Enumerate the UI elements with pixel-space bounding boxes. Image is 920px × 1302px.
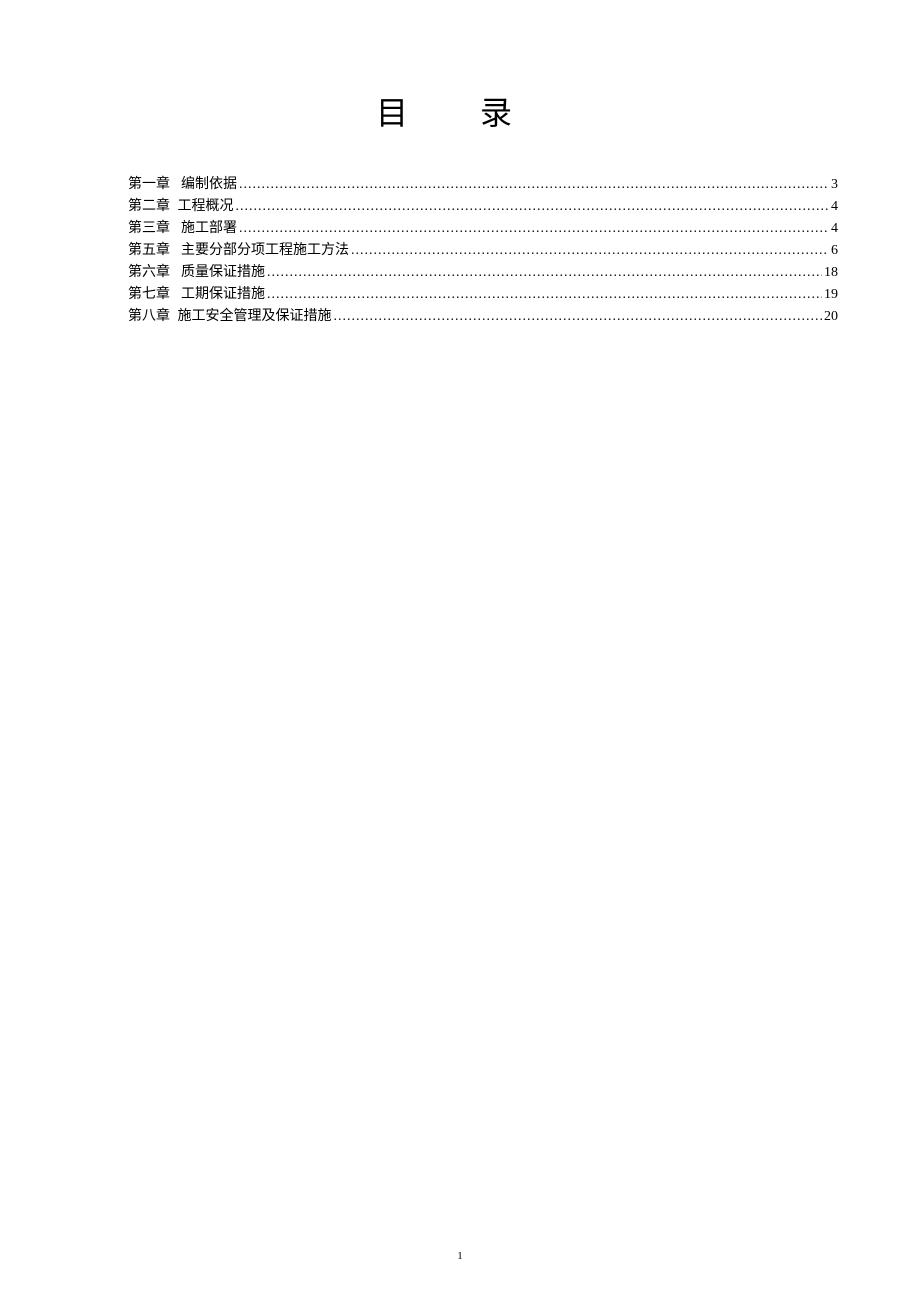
- toc-leader-dots: ........................................…: [267, 284, 822, 306]
- toc-leader-dots: ........................................…: [351, 240, 829, 262]
- toc-label: 工程概况: [178, 196, 234, 218]
- toc-spacing: [170, 240, 177, 262]
- toc-label: 编制依据: [181, 174, 237, 196]
- toc-chapter: 第二章: [128, 196, 170, 218]
- toc-page-number: 18: [824, 262, 838, 284]
- toc-entry: 第一章 编制依据................................…: [128, 174, 838, 196]
- page-number: 1: [0, 1250, 920, 1262]
- toc-spacing: [170, 218, 177, 240]
- toc-spacing: [170, 306, 174, 328]
- toc-chapter: 第六章: [128, 262, 170, 284]
- toc-label: 施工安全管理及保证措施: [178, 306, 332, 328]
- toc-chapter: 第五章: [128, 240, 170, 262]
- toc-entry: 第六章 质量保证措施..............................…: [128, 262, 838, 284]
- toc-label: 施工部署: [181, 218, 237, 240]
- toc-leader-dots: ........................................…: [239, 174, 829, 196]
- toc-spacing: [170, 284, 177, 306]
- toc-spacing: [170, 262, 177, 284]
- toc-entry: 第五章 主要分部分项工程施工方法........................…: [128, 240, 838, 262]
- toc-leader-dots: ........................................…: [239, 218, 829, 240]
- toc-chapter: 第三章: [128, 218, 170, 240]
- toc-entry: 第七章 工期保证措施..............................…: [128, 284, 838, 306]
- toc-leader-dots: ........................................…: [236, 196, 830, 218]
- toc-title: 目 录: [80, 88, 840, 134]
- toc-spacing: [170, 196, 174, 218]
- toc-page-number: 3: [831, 174, 838, 196]
- toc-entry: 第二章 工程概况................................…: [128, 196, 838, 218]
- toc-entry: 第八章 施工安全管理及保证措施.........................…: [128, 306, 838, 328]
- toc-label: 工期保证措施: [181, 284, 265, 306]
- toc-chapter: 第八章: [128, 306, 170, 328]
- table-of-contents: 第一章 编制依据................................…: [80, 174, 840, 328]
- toc-page-number: 6: [831, 240, 838, 262]
- toc-spacing: [170, 174, 177, 196]
- toc-page-number: 4: [831, 218, 838, 240]
- toc-label: 主要分部分项工程施工方法: [181, 240, 349, 262]
- toc-page-number: 19: [824, 284, 838, 306]
- toc-entry: 第三章 施工部署................................…: [128, 218, 838, 240]
- toc-leader-dots: ........................................…: [334, 306, 823, 328]
- toc-label: 质量保证措施: [181, 262, 265, 284]
- document-page: 目 录 第一章 编制依据............................…: [0, 0, 920, 1302]
- toc-chapter: 第七章: [128, 284, 170, 306]
- toc-chapter: 第一章: [128, 174, 170, 196]
- toc-page-number: 4: [831, 196, 838, 218]
- toc-leader-dots: ........................................…: [267, 262, 822, 284]
- toc-page-number: 20: [824, 306, 838, 328]
